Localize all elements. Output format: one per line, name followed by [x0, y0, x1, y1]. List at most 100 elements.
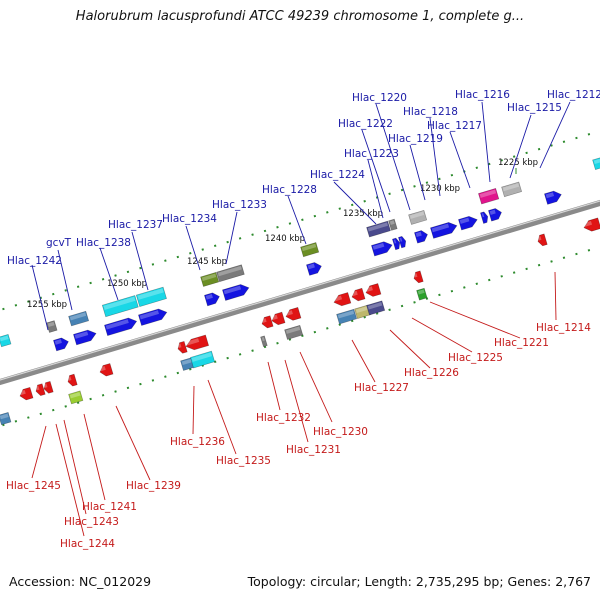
forward-gene-feature[interactable] — [204, 291, 221, 307]
gene-features[interactable] — [0, 156, 600, 426]
forward-gene-feature[interactable] — [216, 264, 245, 283]
gene-label-reverse[interactable]: Hlac_1230 — [313, 426, 368, 438]
forward-gene-feature[interactable] — [398, 236, 407, 249]
reverse-gene-feature[interactable] — [180, 357, 196, 371]
gene-label-forward[interactable]: Hlac_1233 — [212, 199, 267, 211]
forward-gene-feature[interactable] — [480, 211, 489, 224]
forward-gene-feature[interactable] — [46, 320, 58, 333]
gene-label-forward[interactable]: Hlac_1212 — [547, 89, 600, 101]
reverse-gene-feature[interactable] — [412, 270, 424, 284]
gene-label-reverse[interactable]: Hlac_1245 — [6, 480, 61, 492]
gene-label-reverse[interactable]: Hlac_1225 — [448, 352, 503, 364]
forward-gene-feature[interactable] — [430, 220, 458, 239]
gene-label-reverse[interactable]: Hlac_1244 — [60, 538, 115, 550]
ruler-labels: 1225 kbp 1230 kbp 1235 kbp 1240 kbp 1245… — [27, 158, 538, 310]
reverse-gene-feature[interactable] — [260, 315, 274, 329]
backbone-highlight — [0, 200, 600, 381]
ruler-track — [0, 129, 600, 312]
genome-summary-text: Topology: circular; Length: 2,735,295 bp… — [247, 574, 591, 589]
reverse-gene-feature[interactable] — [284, 324, 304, 340]
reverse-gene-feature[interactable] — [336, 308, 358, 325]
reverse-gene-feature[interactable] — [416, 287, 428, 301]
gene-label-forward[interactable]: Hlac_1224 — [310, 169, 365, 181]
reverse-gene-feature[interactable] — [582, 217, 600, 233]
forward-gene-feature[interactable] — [53, 336, 70, 352]
reverse-gene-feature[interactable] — [332, 292, 352, 308]
reverse-gene-feature[interactable] — [66, 373, 78, 387]
gene-label-forward[interactable]: Hlac_1220 — [352, 92, 407, 104]
reverse-gene-feature[interactable] — [184, 334, 210, 352]
reverse-gene-feature[interactable] — [260, 335, 268, 348]
forward-gene-feature[interactable] — [501, 181, 523, 198]
gene-label-forward[interactable]: Hlac_1215 — [507, 102, 562, 114]
ruler-label: 1240 kbp — [265, 234, 305, 244]
forward-gene-feature[interactable] — [300, 242, 320, 258]
gene-label-forward[interactable]: Hlac_1216 — [455, 89, 510, 101]
reverse-gene-feature[interactable] — [190, 350, 216, 369]
forward-gene-feature[interactable] — [0, 333, 12, 348]
ruler-label: 1255 kbp — [27, 300, 67, 310]
forward-gene-feature[interactable] — [488, 207, 503, 222]
gene-label-forward[interactable]: Hlac_1238 — [76, 237, 131, 249]
forward-gene-feature[interactable] — [104, 316, 138, 337]
reverse-gene-feature[interactable] — [0, 411, 12, 426]
forward-gene-feature[interactable] — [366, 220, 391, 238]
gene-label-forward[interactable]: Hlac_1219 — [388, 133, 443, 145]
gene-label-forward[interactable]: Hlac_1237 — [108, 219, 163, 231]
gene-label-forward[interactable]: gcvT — [46, 237, 72, 249]
gene-label-reverse[interactable]: Hlac_1226 — [404, 367, 459, 379]
forward-gene-feature[interactable] — [388, 218, 398, 231]
gene-label-forward[interactable]: Hlac_1222 — [338, 118, 393, 130]
reverse-gene-feature[interactable] — [354, 304, 372, 319]
forward-gene-feature[interactable] — [200, 272, 220, 287]
gene-label-reverse[interactable]: Hlac_1227 — [354, 382, 409, 394]
gene-label-reverse[interactable]: Hlac_1232 — [256, 412, 311, 424]
reverse-gene-feature[interactable] — [68, 390, 84, 405]
forward-gene-feature[interactable] — [138, 307, 168, 326]
gene-label-forward[interactable]: Hlac_1228 — [262, 184, 317, 196]
forward-gene-feature[interactable] — [408, 209, 428, 225]
reverse-gene-feature[interactable] — [536, 233, 548, 247]
reverse-gene-feature[interactable] — [350, 287, 366, 302]
forward-gene-feature[interactable] — [73, 328, 97, 346]
forward-gene-feature[interactable] — [68, 310, 90, 327]
reverse-gene-feature[interactable] — [284, 307, 302, 322]
gene-label-forward[interactable]: Hlac_1242 — [7, 255, 62, 267]
map-title: Halorubrum lacusprofundi ATCC 49239 chro… — [75, 9, 525, 24]
forward-gene-feature[interactable] — [101, 295, 139, 318]
forward-gene-feature[interactable] — [592, 156, 600, 170]
gene-label-reverse[interactable]: Hlac_1239 — [126, 480, 181, 492]
reverse-gene-feature[interactable] — [18, 386, 34, 401]
forward-gene-feature[interactable] — [544, 189, 562, 205]
forward-gene-feature[interactable] — [458, 214, 478, 231]
forward-gene-feature[interactable] — [222, 282, 250, 301]
forward-gene-feature[interactable] — [306, 261, 323, 276]
reverse-gene-feature[interactable] — [364, 283, 382, 299]
reverse-gene-feature[interactable] — [98, 363, 114, 377]
gene-label-reverse[interactable]: Hlac_1236 — [170, 436, 225, 448]
reverse-gene-feature[interactable] — [366, 300, 386, 316]
reverse-gene-feature[interactable] — [176, 340, 188, 354]
ruler-label: 1250 kbp — [107, 279, 147, 289]
reverse-gene-feature[interactable] — [270, 311, 286, 326]
gene-label-reverse[interactable]: Hlac_1241 — [82, 501, 137, 513]
gene-label-reverse[interactable]: Hlac_1221 — [494, 337, 549, 349]
gene-label-reverse[interactable]: Hlac_1243 — [64, 516, 119, 528]
gene-label-reverse[interactable]: Hlac_1235 — [216, 455, 271, 467]
gene-label-reverse[interactable]: Hlac_1231 — [286, 444, 341, 456]
gene-label-reverse[interactable]: Hlac_1214 — [536, 322, 591, 334]
reverse-gene-feature[interactable] — [42, 380, 54, 394]
gene-label-forward[interactable]: Hlac_1218 — [403, 106, 458, 118]
forward-gene-feature[interactable] — [478, 187, 500, 205]
forward-gene-feature[interactable] — [414, 229, 429, 244]
gene-label-forward[interactable]: Hlac_1223 — [344, 148, 399, 160]
forward-gene-feature[interactable] — [371, 240, 393, 257]
forward-gene-feature[interactable] — [392, 237, 401, 251]
gene-label-forward[interactable]: Hlac_1234 — [162, 213, 217, 225]
chromosome-backbone — [0, 199, 600, 386]
reverse-gene-feature[interactable] — [34, 383, 46, 397]
gene-label-forward[interactable]: Hlac_1217 — [427, 120, 482, 132]
forward-gene-feature[interactable] — [135, 286, 167, 307]
accession-text: Accession: NC_012029 — [9, 574, 152, 589]
